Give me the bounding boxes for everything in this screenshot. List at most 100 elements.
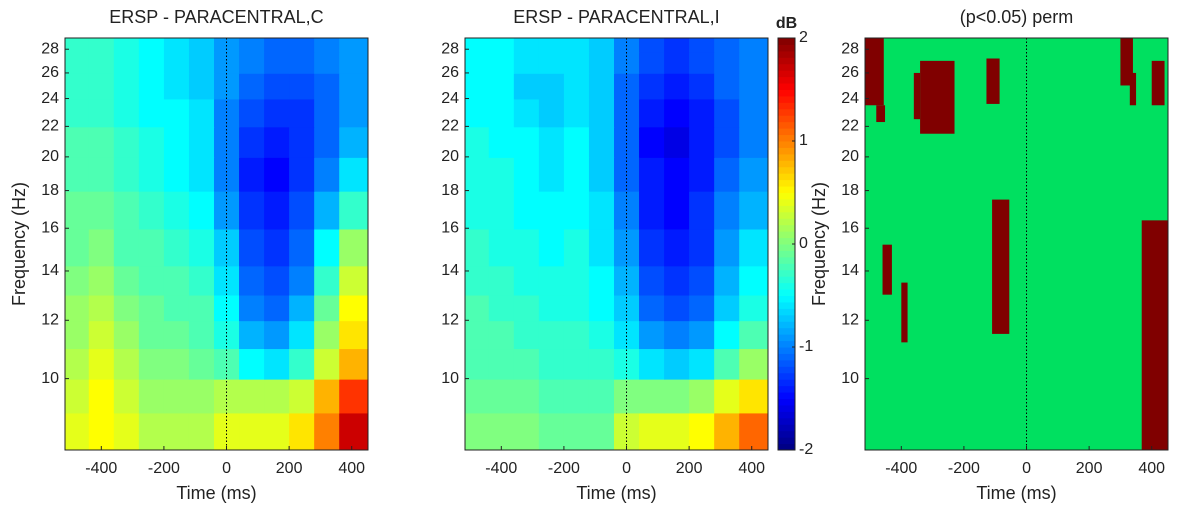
heat-cell <box>339 52 368 74</box>
x-tick-label: 0 <box>222 460 231 477</box>
colorbar-swatch <box>778 231 795 239</box>
axes-frame <box>64 37 369 451</box>
heat-cell <box>264 157 290 192</box>
heat-cell <box>488 38 515 53</box>
colorbar-swatch <box>778 250 795 258</box>
heat-cell <box>664 412 690 450</box>
colorbar-swatch <box>778 334 795 342</box>
heat-cell <box>588 348 615 380</box>
x-tick-label: 0 <box>622 460 631 477</box>
heat-cell <box>689 38 715 53</box>
heat-cell <box>588 228 615 267</box>
heat-cell <box>138 191 165 230</box>
heat-cell <box>513 98 540 128</box>
heat-cell <box>289 265 315 296</box>
colorbar-swatch <box>778 340 795 348</box>
heat-cell <box>563 265 590 296</box>
y-tick-label: 26 <box>841 64 859 81</box>
heat-cell <box>289 126 315 158</box>
heat-cell <box>488 191 515 230</box>
heat-cell <box>88 348 115 380</box>
heat-cell <box>339 228 368 267</box>
heat-cell <box>138 379 165 414</box>
heat-cell <box>188 73 215 100</box>
y-tick-label: 28 <box>41 40 59 57</box>
x-tick-label: -200 <box>948 460 980 477</box>
heat-cell <box>339 265 368 296</box>
colorbar-swatch <box>778 237 795 245</box>
plot-area <box>865 38 1168 450</box>
heat-cell <box>138 52 165 74</box>
y-tick-label: 16 <box>841 219 859 236</box>
heat-cell <box>689 191 715 230</box>
heat-cell <box>65 265 90 296</box>
heat-cell <box>465 52 490 74</box>
heat-cell <box>113 98 140 128</box>
heat-cell <box>88 98 115 128</box>
heat-cell <box>65 98 90 128</box>
heat-cell <box>289 157 315 192</box>
heat-cell <box>588 126 615 158</box>
colorbar-swatch <box>778 308 795 316</box>
x-axis-label: Time (ms) <box>176 483 256 503</box>
heat-cell <box>138 412 165 450</box>
colorbar-swatch <box>778 321 795 329</box>
heat-cell <box>339 98 368 128</box>
colorbar-swatch <box>778 166 795 174</box>
heat-cell <box>689 126 715 158</box>
x-tick-label: 200 <box>276 460 303 477</box>
heat-cell <box>239 379 265 414</box>
heat-cell <box>88 38 115 53</box>
heat-cell <box>465 228 490 267</box>
heat-cell <box>314 73 340 100</box>
heat-cell <box>239 38 265 53</box>
colorbar-swatch <box>778 38 795 45</box>
heat-cell <box>113 379 140 414</box>
heat-cell <box>88 294 115 322</box>
heat-cell <box>239 294 265 322</box>
heat-cell <box>488 98 515 128</box>
heat-cell <box>689 98 715 128</box>
y-tick-label: 26 <box>41 64 59 81</box>
heat-cell <box>488 157 515 192</box>
heat-cell <box>113 348 140 380</box>
x-tick-label: 200 <box>676 460 703 477</box>
heat-cell <box>65 52 90 74</box>
heat-cell <box>588 191 615 230</box>
heat-cell <box>488 320 515 350</box>
colorbar-swatch <box>778 89 795 97</box>
heat-cell <box>163 228 190 267</box>
heat-cell <box>113 52 140 74</box>
heat-cell <box>563 126 590 158</box>
colorbar-swatch <box>778 437 795 445</box>
heat-cell <box>339 320 368 350</box>
heat-cell <box>563 52 590 74</box>
heat-cell <box>563 320 590 350</box>
colorbar-swatch <box>778 282 795 290</box>
heat-cell <box>113 157 140 192</box>
heat-cell <box>65 191 90 230</box>
colorbar-swatch <box>778 430 795 438</box>
heat-cell <box>339 126 368 158</box>
heat-cell <box>739 73 768 100</box>
heat-cell <box>538 52 565 74</box>
heat-cell <box>538 38 565 53</box>
colorbar-tick-label: 2 <box>799 29 808 46</box>
y-tick-label: 18 <box>841 182 859 199</box>
y-tick-label: 20 <box>441 148 459 165</box>
significant-region <box>876 105 886 123</box>
heat-cell <box>563 228 590 267</box>
heat-cell <box>639 73 665 100</box>
heat-cell <box>314 38 340 53</box>
heat-cell <box>588 52 615 74</box>
y-tick-label: 10 <box>41 370 59 387</box>
heat-cell <box>664 191 690 230</box>
heat-cell <box>88 191 115 230</box>
heat-cell <box>239 191 265 230</box>
heat-cell <box>664 265 690 296</box>
colorbar-swatch <box>778 347 795 354</box>
heat-cell <box>488 265 515 296</box>
x-axis-label: Time (ms) <box>576 483 656 503</box>
colorbar-swatch <box>778 289 795 296</box>
